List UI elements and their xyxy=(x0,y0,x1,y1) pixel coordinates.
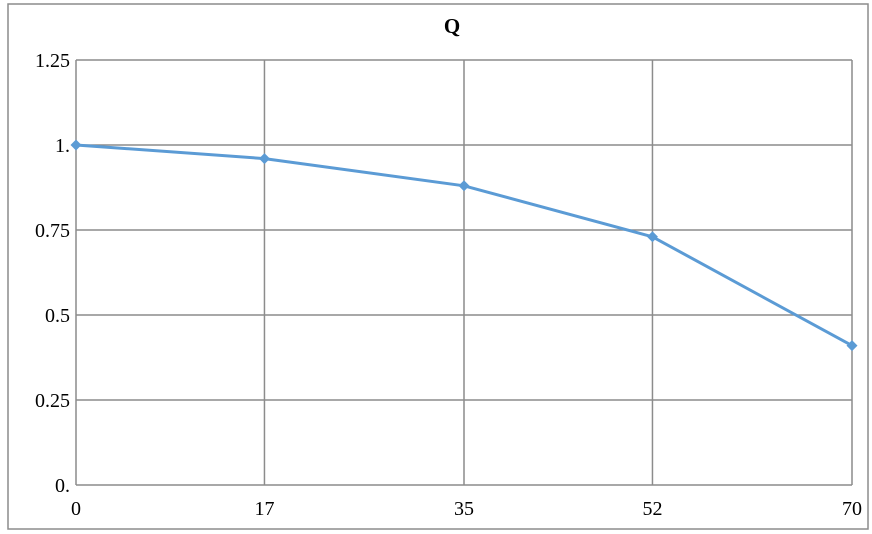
x-tick-label: 70 xyxy=(842,498,862,520)
data-point-marker xyxy=(846,340,858,352)
chart-border xyxy=(7,3,869,530)
y-tick-label: 0.25 xyxy=(35,390,70,412)
y-tick-label: 0.5 xyxy=(45,305,70,327)
x-tick-label: 52 xyxy=(642,498,662,520)
data-point-marker xyxy=(70,139,82,151)
axis-labels: 0. 0.25 0.5 0.75 1. 1.25 0 17 35 52 70 xyxy=(35,50,862,520)
data-point-marker xyxy=(458,180,470,192)
chart-title: Q xyxy=(444,14,460,38)
y-tick-label: 1.25 xyxy=(35,50,70,72)
series-layer xyxy=(70,139,858,352)
y-tick-label: 0. xyxy=(55,475,70,497)
y-tick-label: 0.75 xyxy=(35,220,70,242)
x-tick-label: 0 xyxy=(71,498,81,520)
x-tick-label: 35 xyxy=(454,498,474,520)
gridlines xyxy=(75,59,853,486)
y-tick-label: 1. xyxy=(55,135,70,157)
data-point-marker xyxy=(646,231,658,243)
x-tick-label: 17 xyxy=(254,498,274,520)
data-point-marker xyxy=(258,153,270,165)
